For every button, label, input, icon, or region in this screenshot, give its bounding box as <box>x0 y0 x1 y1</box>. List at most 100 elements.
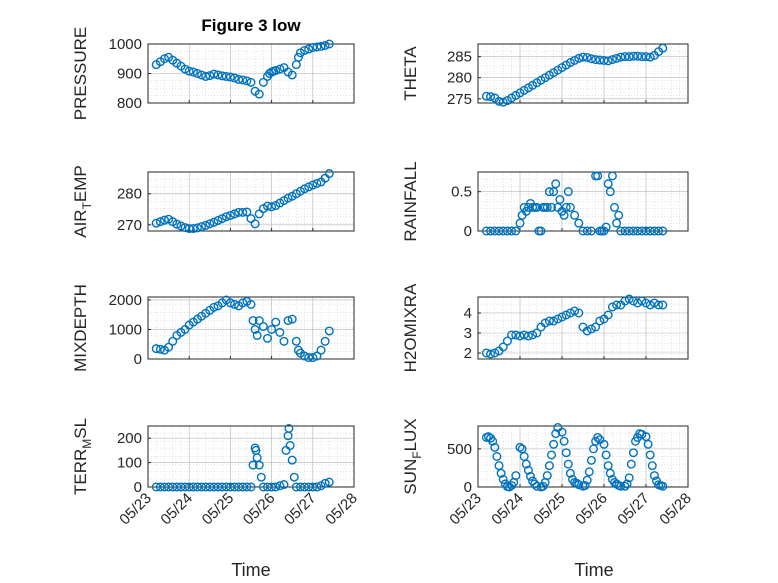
data-point <box>551 429 561 439</box>
data-point <box>289 472 299 482</box>
data-point <box>284 423 294 433</box>
data-point <box>624 294 634 304</box>
data-point <box>532 202 542 212</box>
data-point <box>197 222 207 232</box>
data-point <box>601 222 611 232</box>
y-tick-label: 1000 <box>109 36 142 53</box>
data-point <box>553 314 563 324</box>
data-point <box>582 52 592 62</box>
data-point <box>532 481 542 491</box>
data-point <box>591 55 601 65</box>
y-tick-label: 900 <box>117 66 142 83</box>
data-point <box>654 300 664 310</box>
data-point <box>230 299 240 309</box>
data-point <box>488 436 498 446</box>
data-point <box>578 52 588 62</box>
data-point <box>586 455 596 465</box>
data-point <box>542 202 552 212</box>
axes-frame <box>477 43 689 104</box>
data-point <box>316 41 326 51</box>
data-point <box>254 460 264 470</box>
data-point <box>234 74 244 84</box>
data-point <box>320 336 330 346</box>
subplot-terr-msl: 05/23 05/24 05/25 05/26 05/27 05/280100200TER… <box>71 418 361 528</box>
data-point <box>308 43 318 53</box>
y-tick-label: 100 <box>117 455 142 472</box>
data-point <box>628 51 638 61</box>
y-axis-label: H2OMIXRA <box>401 283 420 372</box>
data-point <box>511 471 521 481</box>
data-point <box>603 179 613 189</box>
data-point <box>304 44 314 54</box>
x-tick-label: 05/26 <box>572 490 611 529</box>
y-tick-label: 0 <box>464 479 472 496</box>
data-point <box>607 171 617 181</box>
data-point <box>622 479 632 489</box>
data-point <box>312 482 322 492</box>
data-point <box>225 72 235 82</box>
data-point <box>213 70 223 80</box>
data-point <box>151 218 161 228</box>
data-point <box>238 75 248 85</box>
data-point <box>498 97 508 107</box>
y-tick-label: 0.5 <box>451 184 472 201</box>
data-point <box>658 481 668 491</box>
data-point <box>300 351 310 361</box>
data-point <box>658 43 668 53</box>
data-point <box>246 77 256 87</box>
data-point <box>209 69 219 79</box>
data-point <box>561 448 571 458</box>
data-point <box>217 214 227 224</box>
y-tick-label: 0 <box>134 351 142 368</box>
data-point <box>574 218 584 228</box>
data-point <box>628 448 638 458</box>
data-point <box>599 439 609 449</box>
x-tick-label: 05/24 <box>157 490 196 529</box>
data-point <box>637 226 647 236</box>
data-point <box>559 436 569 446</box>
data-point <box>595 55 605 65</box>
data-point <box>561 202 571 212</box>
subplot-theta: 275 280 285 THETA <box>401 43 689 108</box>
data-point <box>252 330 262 340</box>
data-point <box>230 209 240 219</box>
data-point <box>271 66 281 76</box>
data-point <box>557 312 567 322</box>
data-point <box>217 71 227 81</box>
data-point <box>481 91 491 101</box>
data-point <box>490 442 500 452</box>
data-point <box>287 70 297 80</box>
data-point <box>246 299 256 309</box>
y-axis-label: PRESSURE <box>71 27 90 121</box>
data-series <box>151 39 334 99</box>
data-point <box>536 226 546 236</box>
data-point <box>271 482 281 492</box>
axes-frame <box>477 425 689 488</box>
data-point <box>275 327 285 337</box>
data-point <box>578 226 588 236</box>
data-point <box>324 39 334 49</box>
data-point <box>570 306 580 316</box>
data-point <box>565 202 575 212</box>
data-point <box>591 322 601 332</box>
x-tick-label: 05/28 <box>656 490 695 529</box>
data-point <box>291 336 301 346</box>
data-series <box>151 295 334 363</box>
data-point <box>188 67 198 77</box>
data-point <box>324 477 334 487</box>
data-point <box>570 55 580 65</box>
y-axis-label: RAINFALL <box>401 161 420 241</box>
data-point <box>481 348 491 358</box>
data-point <box>293 52 303 62</box>
data-point <box>287 455 297 465</box>
data-point <box>605 468 615 478</box>
data-point <box>641 226 651 236</box>
data-point <box>320 40 330 50</box>
data-series <box>481 43 668 107</box>
data-point <box>643 439 653 449</box>
data-point <box>246 482 256 492</box>
data-point <box>544 316 554 326</box>
data-point <box>502 226 512 236</box>
data-point <box>300 45 310 55</box>
